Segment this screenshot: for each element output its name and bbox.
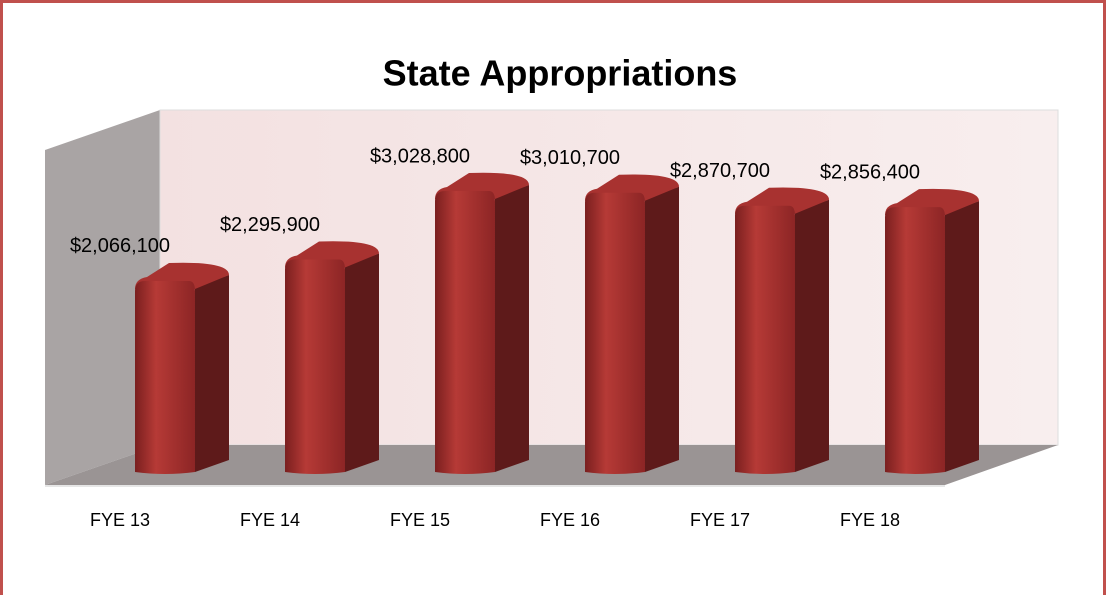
- x-tick-label: FYE 16: [540, 510, 600, 530]
- bar: [285, 241, 379, 474]
- bar-side: [795, 199, 829, 472]
- bar: [585, 174, 679, 474]
- bar: [435, 172, 529, 474]
- bar: [135, 262, 229, 474]
- bar-front: [585, 192, 645, 474]
- value-label: $2,066,100: [70, 235, 170, 257]
- value-label: $2,870,700: [670, 160, 770, 182]
- bar-front: [885, 207, 945, 475]
- side-wall: [45, 110, 160, 485]
- bar-front: [135, 280, 195, 474]
- bar-side: [195, 274, 229, 472]
- value-label: $2,295,900: [220, 214, 320, 236]
- bar-side: [645, 186, 679, 472]
- value-label: $3,010,700: [520, 147, 620, 169]
- bar-front: [285, 259, 345, 474]
- value-label: $3,028,800: [370, 145, 470, 167]
- x-tick-label: FYE 17: [690, 510, 750, 530]
- x-tick-label: FYE 13: [90, 510, 150, 530]
- bars: [135, 172, 979, 475]
- bar-side: [345, 253, 379, 472]
- x-tick-label: FYE 18: [840, 510, 900, 530]
- bar-side: [495, 185, 529, 472]
- bar: [885, 188, 979, 475]
- chart-title: State Appropriations: [383, 53, 738, 94]
- value-label: $2,856,400: [820, 161, 920, 183]
- x-tick-label: FYE 15: [390, 510, 450, 530]
- bar-side: [945, 201, 979, 473]
- bar: [735, 187, 829, 474]
- bar-front: [435, 191, 495, 474]
- x-tick-label: FYE 14: [240, 510, 300, 530]
- bar-front: [735, 205, 795, 474]
